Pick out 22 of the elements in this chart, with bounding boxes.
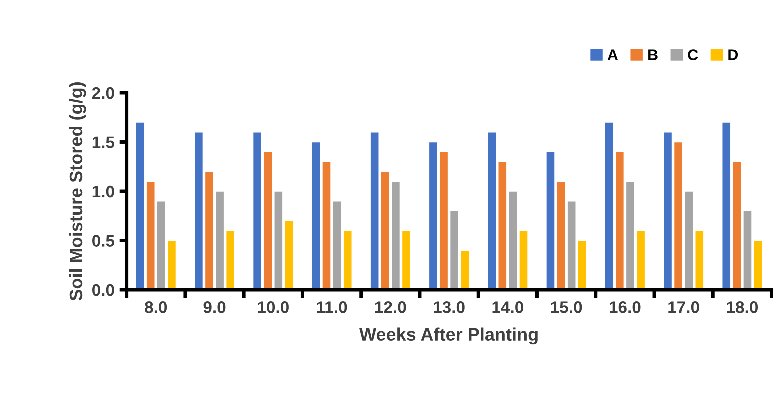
y-tick-label: 1.5 — [92, 136, 115, 148]
x-tick-label: 8.0 — [145, 302, 168, 314]
x-tick-label: 17.0 — [668, 302, 700, 314]
y-tick-label: 0.5 — [92, 235, 115, 247]
x-tick-label: 13.0 — [434, 302, 465, 314]
legend-label: B — [648, 50, 658, 60]
x-tick-label: 9.0 — [204, 302, 226, 314]
x-tick-label: 10.0 — [258, 302, 289, 314]
legend-label: A — [608, 50, 618, 60]
x-tick-label: 18.0 — [727, 302, 758, 314]
x-axis-title: Weeks After Planting — [360, 328, 538, 345]
x-tick-label: 12.0 — [375, 302, 406, 314]
y-tick-label: 2.0 — [92, 87, 114, 100]
x-tick-label: 11.0 — [317, 302, 348, 314]
y-tick-label: 0.0 — [92, 284, 114, 296]
y-tick-label: 1.0 — [92, 186, 114, 198]
y-axis-title: Soil Moisture Stored (g/g) — [69, 82, 86, 301]
x-tick-label: 15.0 — [551, 302, 582, 314]
x-tick-label: 14.0 — [492, 302, 524, 314]
legend-label: D — [728, 50, 738, 60]
x-tick-label: 16.0 — [610, 302, 641, 314]
legend-label: C — [688, 50, 698, 60]
